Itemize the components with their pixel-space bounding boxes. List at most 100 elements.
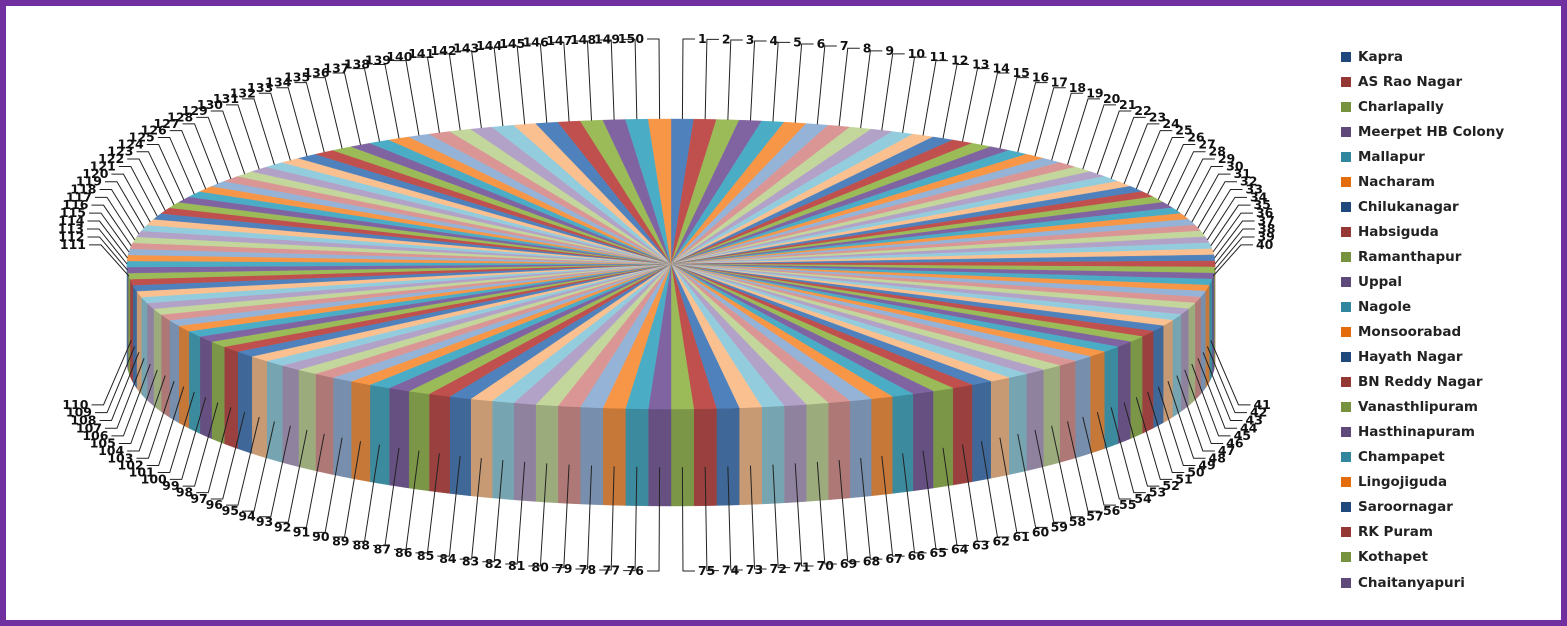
leader-line: [1202, 188, 1243, 235]
legend-item: RK Puram: [1341, 520, 1556, 545]
leader-line: [1067, 421, 1100, 512]
slice-label-text: 8: [863, 40, 872, 55]
slice-label-text: 117: [66, 189, 92, 204]
pie-side-41: [1208, 279, 1213, 383]
slice-label-111: 111: [60, 237, 130, 277]
slice-label-text: 28: [1209, 144, 1226, 159]
leader-line: [1176, 158, 1215, 211]
slice-label-text: 110: [62, 397, 88, 412]
slice-label-61: 61: [980, 441, 1030, 544]
pie-side-73: [716, 407, 740, 506]
pie-side-64: [912, 390, 934, 492]
leader-line: [575, 465, 593, 570]
leader-line: [623, 38, 638, 120]
legend-item: Saroornagar: [1341, 495, 1556, 520]
slice-label-57: 57: [1051, 425, 1104, 524]
legend-label: Hasthinapuram: [1358, 424, 1475, 441]
slice-label-117: 117: [66, 189, 136, 241]
leader-line: [838, 460, 860, 563]
slice-label-105: 105: [90, 369, 158, 450]
legend-item: Nagole: [1341, 294, 1556, 319]
slice-label-text: 141: [408, 46, 434, 61]
leader-line: [772, 41, 791, 122]
slice-label-text: 47: [1218, 443, 1235, 458]
pie-side-88: [388, 387, 410, 489]
leader-line: [727, 39, 743, 120]
slice-label-text: 72: [770, 561, 787, 576]
slice-label-text: 51: [1175, 471, 1192, 486]
slice-label-84: 84: [439, 458, 482, 566]
legend-label: Kothapet: [1358, 549, 1428, 566]
leader-line: [87, 220, 128, 259]
leader-line: [961, 68, 990, 142]
leader-line: [89, 244, 130, 277]
slice-label-text: 137: [323, 61, 349, 76]
slice-label-147: 147: [546, 33, 593, 121]
slice-label-text: 104: [98, 443, 124, 458]
legend-label: AS Rao Nagar: [1358, 73, 1463, 90]
leader-line: [1110, 407, 1146, 494]
slice-label-text: 38: [1258, 221, 1275, 236]
slice-label-text: 83: [462, 554, 479, 569]
leader-line: [437, 53, 461, 131]
pie-side-71: [761, 405, 785, 505]
slice-label-86: 86: [395, 453, 440, 560]
leader-line: [258, 425, 291, 518]
slice-label-text: 6: [817, 36, 826, 51]
slice-label-80: 80: [531, 464, 570, 575]
legend-swatch: [1341, 577, 1351, 588]
slice-label-58: 58: [1034, 429, 1086, 529]
slice-label-text: 15: [1012, 65, 1029, 80]
legend-swatch: [1341, 151, 1351, 162]
legend-item: AS Rao Nagar: [1341, 69, 1556, 94]
legend-label: Habsiguda: [1358, 223, 1439, 240]
slice-label-51: 51: [1135, 397, 1193, 486]
chart-frame: 1 2 3 4 5 6 7 8 9 10 11 12 13 14 15 16 17 18 19 20 21 22 23 24 2…: [6, 6, 1561, 620]
slice-label-34: 34: [1206, 189, 1268, 241]
slice-label-25: 25: [1135, 123, 1193, 190]
legend-swatch: [1341, 477, 1351, 488]
slice-label-text: 59: [1051, 519, 1068, 534]
legend-item: Kothapet: [1341, 545, 1556, 570]
slice-label-text: 20: [1103, 91, 1121, 106]
slice-label-text: 106: [82, 428, 108, 443]
slice-label-82: 82: [485, 461, 526, 571]
slice-label-text: 134: [265, 75, 291, 90]
legend-label: Nacharam: [1358, 173, 1435, 190]
leader-line: [393, 450, 420, 550]
leader-line: [242, 421, 275, 512]
leader-line: [89, 212, 130, 253]
legend-label: Saroornagar: [1358, 499, 1453, 516]
leader-line: [1210, 340, 1251, 406]
slice-label-text: 58: [1069, 514, 1086, 529]
leader-line: [881, 455, 905, 557]
leader-line: [1214, 236, 1255, 271]
pie-side-104: [160, 314, 170, 418]
leader-line: [551, 464, 570, 569]
slice-label-122: 122: [98, 151, 166, 211]
leader-line: [1017, 82, 1048, 153]
slice-label-98: 98: [176, 407, 232, 500]
slice-label-145: 145: [499, 36, 548, 123]
leader-line: [352, 444, 381, 542]
slice-label-72: 72: [749, 465, 787, 576]
leader-line: [1034, 87, 1066, 157]
slice-label-50: 50: [1147, 391, 1205, 480]
slice-label-text: 32: [1240, 174, 1257, 189]
slice-label-148: 148: [570, 32, 615, 120]
slice-label-127: 127: [153, 116, 219, 184]
leader-line: [1067, 98, 1100, 165]
slice-label-text: 40: [1256, 237, 1274, 252]
legend-item: Hasthinapuram: [1341, 420, 1556, 445]
pie-side-53: [1104, 346, 1118, 449]
legend-item: Champapet: [1341, 445, 1556, 470]
slice-label-text: 127: [153, 116, 179, 131]
slice-label-114: 114: [58, 213, 128, 259]
leader-line: [772, 464, 791, 569]
slice-label-28: 28: [1167, 144, 1226, 206]
slice-label-text: 43: [1246, 413, 1263, 428]
leader-line: [681, 467, 695, 572]
leader-line: [1206, 196, 1247, 241]
leader-line: [999, 437, 1029, 533]
leader-line: [1184, 369, 1224, 444]
